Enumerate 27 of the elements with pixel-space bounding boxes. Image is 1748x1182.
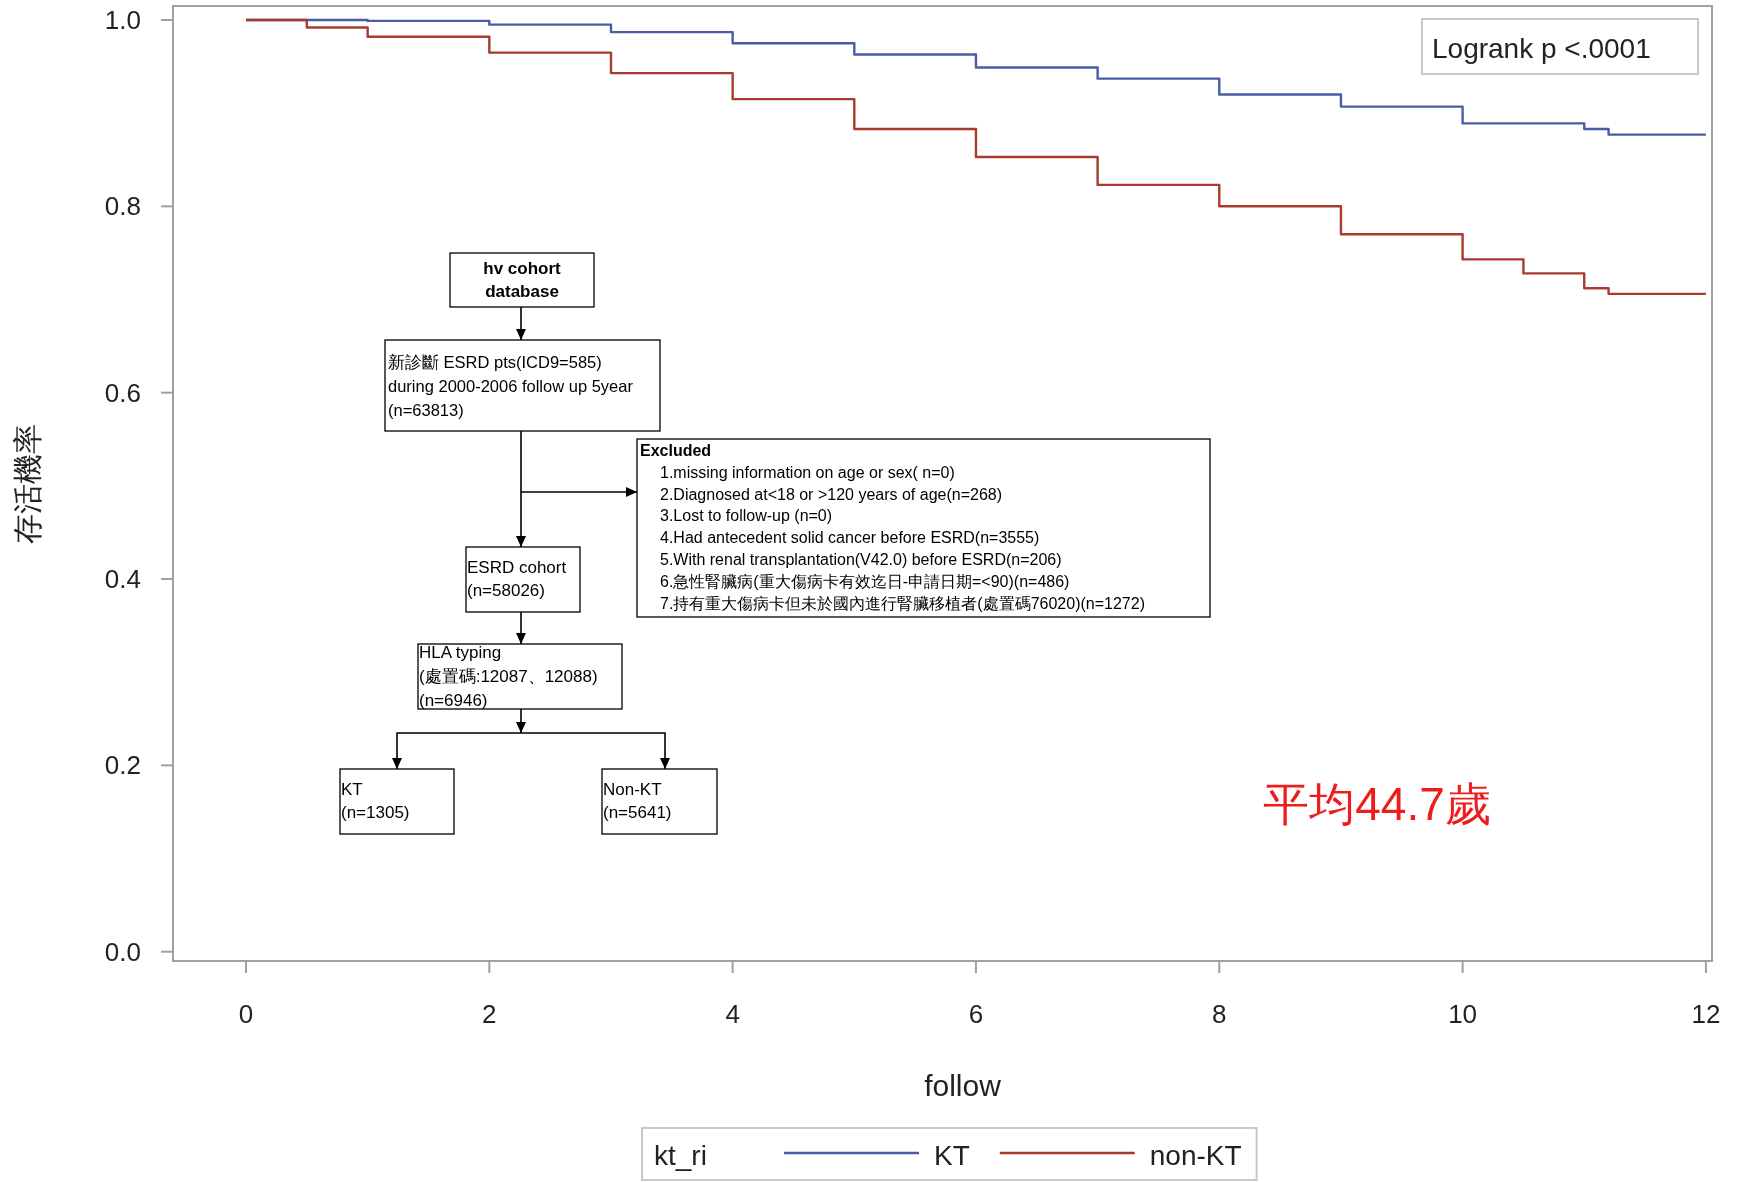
x-tick-label: 4 [725, 999, 740, 1029]
y-tick-label: 0.8 [104, 191, 141, 222]
x-tick-label: 2 [482, 999, 497, 1029]
annotation: KT (n=1305) [341, 780, 410, 822]
annotation: hv cohort database [483, 259, 562, 301]
y-axis-title: 存活機率 [11, 423, 44, 544]
x-tick-label: 12 [1691, 999, 1721, 1029]
y-tick-label: 0.2 [104, 750, 141, 781]
y-tick-label: 1.0 [104, 4, 141, 35]
x-tick-label: 6 [968, 999, 984, 1029]
y-tick-label: 0.6 [104, 377, 141, 408]
annotation: 平均44.7歲 [1263, 778, 1491, 830]
legend-label: KT [934, 1140, 970, 1171]
x-axis-title: follow [924, 1069, 1002, 1102]
y-tick-label: 0.0 [104, 936, 141, 967]
annotation: ESRD cohort (n=58026) [467, 558, 567, 600]
annotation: Non-KT (n=5641) [603, 780, 672, 822]
annotation: HLA typing (處置碼:12087、12088) (n=6946) [419, 643, 598, 710]
annotation: Logrank p <.0001 [1432, 33, 1651, 64]
x-tick-label: 8 [1212, 999, 1227, 1029]
legend-label: non-KT [1149, 1140, 1242, 1171]
annotation: 新診斷 ESRD pts(ICD9=585) during 2000-2006 follow up 5year (n=63813) [388, 353, 634, 419]
x-tick-label: 0 [238, 999, 254, 1029]
legend-title: kt_ri [654, 1140, 707, 1171]
annotation: Excluded 1.missing information on age or sex( n=0) 2.Diagnosed at<18 or >120 years of age(n=268) 3.Lost to follow-up (n=0) 4.Had antecedent solid cancer before ESRD(n=3555) 5.With renal transplantation(V42.0) before ESRD(n=206) 6.急性腎臟病(重大傷病卡有效迄日-申請日期=<90)(n=486) 7.持有重大傷病卡但未於國內進行腎臟移植者(處置碼76020)(n=1272) [640, 442, 1145, 612]
x-tick-label: 10 [1448, 999, 1478, 1029]
y-tick-label: 0.4 [104, 564, 141, 594]
